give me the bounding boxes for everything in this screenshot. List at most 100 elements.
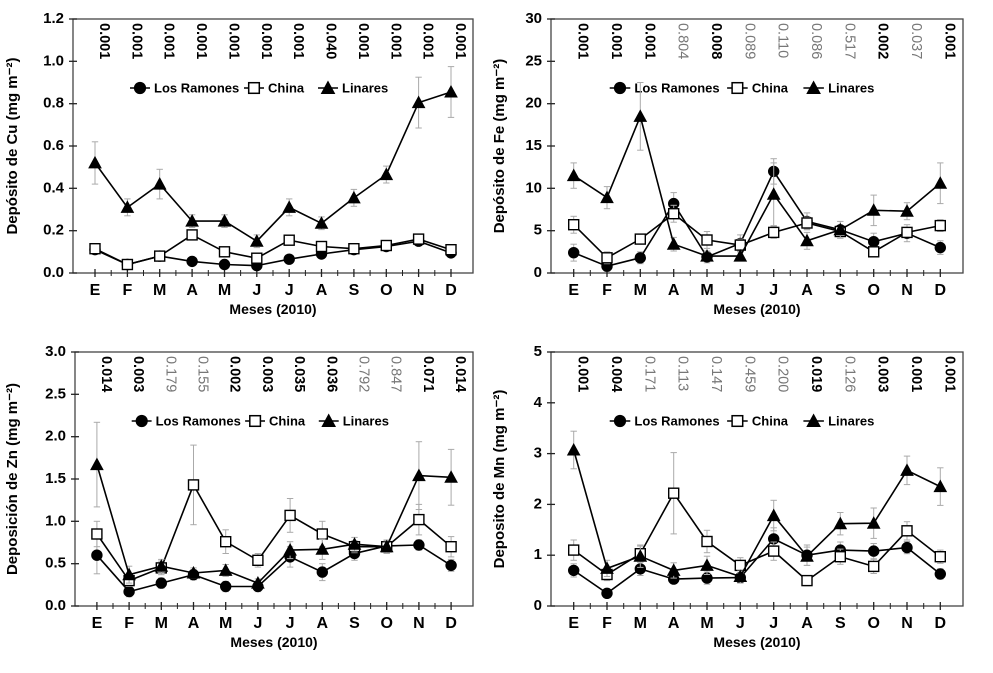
svg-text:0.001: 0.001 (193, 23, 209, 59)
svg-text:0.003: 0.003 (259, 356, 275, 392)
svg-text:Linares: Linares (342, 81, 388, 96)
svg-text:0.001: 0.001 (608, 23, 624, 59)
svg-text:D: D (445, 282, 457, 299)
svg-text:0.001: 0.001 (355, 23, 371, 59)
svg-text:0.0: 0.0 (43, 264, 64, 281)
svg-text:Linares: Linares (343, 414, 389, 429)
svg-text:F: F (602, 615, 612, 632)
svg-text:1.5: 1.5 (45, 470, 66, 487)
svg-text:0.8: 0.8 (43, 95, 64, 112)
svg-text:0.001: 0.001 (941, 356, 957, 392)
svg-text:Deposito de Mn (mg m⁻²): Deposito de Mn (mg m⁻²) (493, 390, 508, 569)
svg-text:0.037: 0.037 (908, 23, 924, 59)
svg-text:M: M (700, 615, 713, 632)
svg-text:J: J (253, 615, 262, 632)
svg-text:0.040: 0.040 (323, 23, 339, 59)
svg-text:S: S (835, 615, 846, 632)
svg-text:0.086: 0.086 (808, 23, 824, 59)
svg-text:M: M (218, 282, 231, 299)
svg-text:S: S (349, 615, 360, 632)
svg-text:F: F (602, 282, 612, 299)
svg-text:D: D (935, 282, 947, 299)
svg-text:Meses (2010): Meses (2010) (713, 301, 800, 317)
svg-text:0: 0 (534, 264, 542, 281)
svg-text:China: China (268, 81, 305, 96)
svg-text:3: 3 (534, 445, 542, 462)
svg-text:J: J (736, 615, 745, 632)
svg-text:0.5: 0.5 (45, 555, 66, 572)
svg-text:4: 4 (534, 394, 543, 411)
svg-text:Meses (2010): Meses (2010) (230, 634, 317, 650)
svg-text:M: M (634, 615, 647, 632)
svg-text:0.035: 0.035 (291, 356, 307, 392)
svg-text:0.001: 0.001 (226, 23, 242, 59)
svg-text:0.4: 0.4 (43, 179, 65, 196)
svg-text:Linares: Linares (828, 81, 874, 96)
svg-text:0.517: 0.517 (841, 23, 857, 59)
svg-text:J: J (285, 282, 294, 299)
svg-text:Los Ramones: Los Ramones (156, 414, 241, 429)
svg-text:0.001: 0.001 (641, 23, 657, 59)
svg-text:0.171: 0.171 (641, 356, 657, 392)
svg-text:Los Ramones: Los Ramones (634, 414, 719, 429)
svg-text:0.001: 0.001 (161, 23, 177, 59)
svg-text:China: China (752, 81, 789, 96)
svg-text:25: 25 (525, 52, 542, 69)
svg-text:J: J (252, 282, 261, 299)
svg-text:D: D (935, 615, 947, 632)
svg-text:S: S (835, 282, 846, 299)
svg-text:M: M (155, 615, 168, 632)
svg-text:0.001: 0.001 (575, 356, 591, 392)
svg-text:1: 1 (534, 546, 542, 563)
svg-text:F: F (124, 615, 134, 632)
svg-text:D: D (445, 615, 457, 632)
svg-text:0.001: 0.001 (452, 23, 468, 59)
svg-text:0.459: 0.459 (741, 356, 757, 392)
svg-text:0.001: 0.001 (258, 23, 274, 59)
svg-text:N: N (413, 615, 425, 632)
svg-text:E: E (568, 282, 579, 299)
svg-text:2: 2 (534, 495, 542, 512)
svg-text:0.001: 0.001 (96, 23, 112, 59)
svg-text:0.110: 0.110 (775, 23, 791, 58)
svg-text:O: O (380, 282, 392, 299)
svg-text:30: 30 (525, 10, 542, 27)
svg-text:0.003: 0.003 (130, 356, 146, 392)
svg-text:2.0: 2.0 (45, 428, 66, 445)
svg-text:M: M (700, 282, 713, 299)
svg-text:0.002: 0.002 (227, 356, 243, 392)
svg-text:A: A (801, 282, 813, 299)
svg-text:Los Ramones: Los Ramones (634, 81, 719, 96)
svg-text:1.0: 1.0 (45, 512, 66, 529)
svg-text:0.001: 0.001 (941, 23, 957, 59)
svg-text:N: N (901, 615, 913, 632)
svg-text:Meses (2010): Meses (2010) (229, 301, 316, 317)
svg-text:E: E (568, 615, 579, 632)
svg-text:0: 0 (534, 597, 542, 614)
svg-text:0.001: 0.001 (575, 23, 591, 59)
svg-text:0.792: 0.792 (356, 356, 372, 392)
svg-text:15: 15 (525, 137, 542, 154)
svg-text:Deposición de Zn (mg m⁻²): Deposición de Zn (mg m⁻²) (4, 383, 21, 575)
svg-text:Los Ramones: Los Ramones (154, 81, 239, 96)
svg-text:A: A (316, 282, 328, 299)
svg-text:J: J (769, 615, 778, 632)
svg-text:0.001: 0.001 (290, 23, 306, 59)
svg-text:0.155: 0.155 (195, 356, 211, 392)
svg-text:2.5: 2.5 (45, 385, 66, 402)
svg-text:M: M (153, 282, 166, 299)
svg-text:A: A (668, 282, 680, 299)
svg-text:S: S (349, 282, 360, 299)
svg-text:0.014: 0.014 (452, 356, 468, 392)
svg-text:0.6: 0.6 (43, 137, 64, 154)
svg-text:0.008: 0.008 (708, 23, 724, 59)
svg-text:0.126: 0.126 (841, 356, 857, 392)
svg-text:5: 5 (534, 343, 542, 360)
svg-text:0.001: 0.001 (420, 23, 436, 59)
svg-text:0.2: 0.2 (43, 222, 64, 239)
svg-text:0.113: 0.113 (675, 356, 691, 391)
svg-text:M: M (219, 615, 232, 632)
svg-text:N: N (901, 282, 913, 299)
svg-text:0.847: 0.847 (388, 356, 404, 392)
svg-text:20: 20 (525, 95, 542, 112)
